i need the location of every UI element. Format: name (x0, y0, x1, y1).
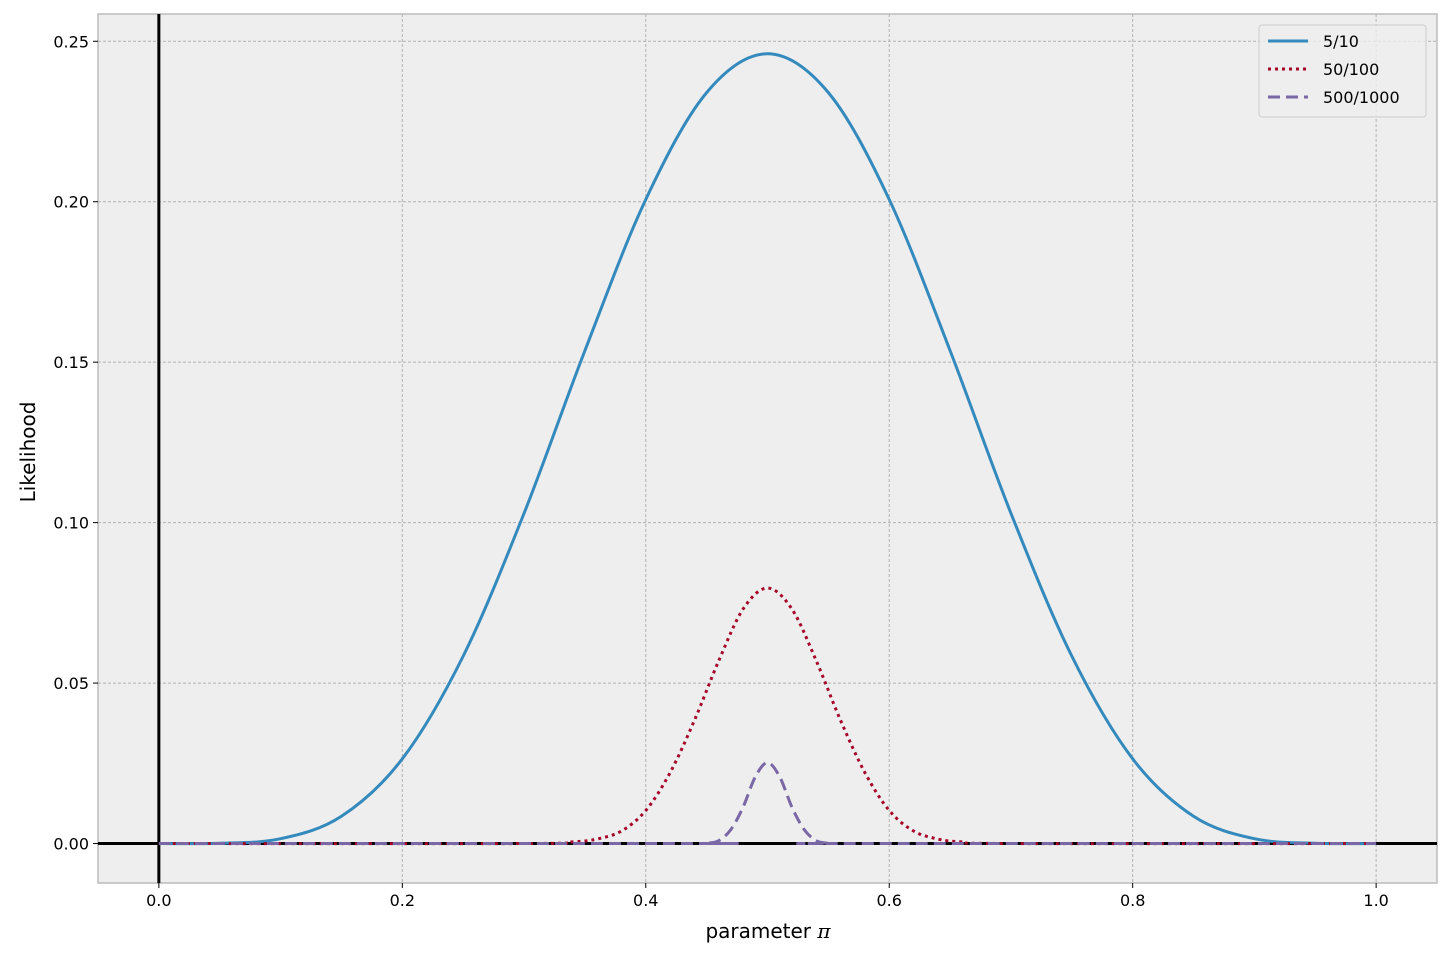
y-tick-label-2: 0.10 (53, 514, 89, 533)
y-tick-label-0: 0.00 (53, 835, 89, 854)
x-axis-ticks: 0.0 0.2 0.4 0.6 0.8 1.0 (146, 883, 1389, 910)
legend-label-0: 5/10 (1323, 32, 1359, 51)
legend-box (1258, 24, 1427, 118)
series-line-0 (158, 52, 1377, 846)
x-axis-title-symbol: π (816, 919, 831, 943)
x-axis-title: parameter π (705, 919, 831, 943)
y-tick-label-3: 0.15 (53, 353, 89, 372)
legend-label-2: 500/1000 (1323, 88, 1400, 107)
y-tick-label-1: 0.05 (53, 674, 89, 693)
x-tick-label-5: 1.0 (1363, 891, 1388, 910)
x-tick-label-0: 0.0 (146, 891, 171, 910)
x-tick-label-3: 0.6 (877, 891, 902, 910)
x-tick-label-4: 0.8 (1120, 891, 1145, 910)
legend-label-1: 50/100 (1323, 60, 1379, 79)
plot-area (97, 13, 1438, 884)
series-group (158, 52, 1377, 846)
legend: 5/10 50/100 500/1000 (1258, 24, 1427, 118)
y-axis-ticks: 0.00 0.05 0.10 0.15 0.20 0.25 (53, 32, 98, 854)
y-tick-label-5: 0.25 (53, 32, 89, 51)
x-tick-label-1: 0.2 (390, 891, 415, 910)
series-line-2 (158, 761, 1377, 846)
y-tick-label-4: 0.20 (53, 193, 89, 212)
series-line-1 (158, 586, 1377, 846)
y-axis-title: Likelihood (16, 402, 40, 503)
x-tick-label-2: 0.4 (633, 891, 658, 910)
